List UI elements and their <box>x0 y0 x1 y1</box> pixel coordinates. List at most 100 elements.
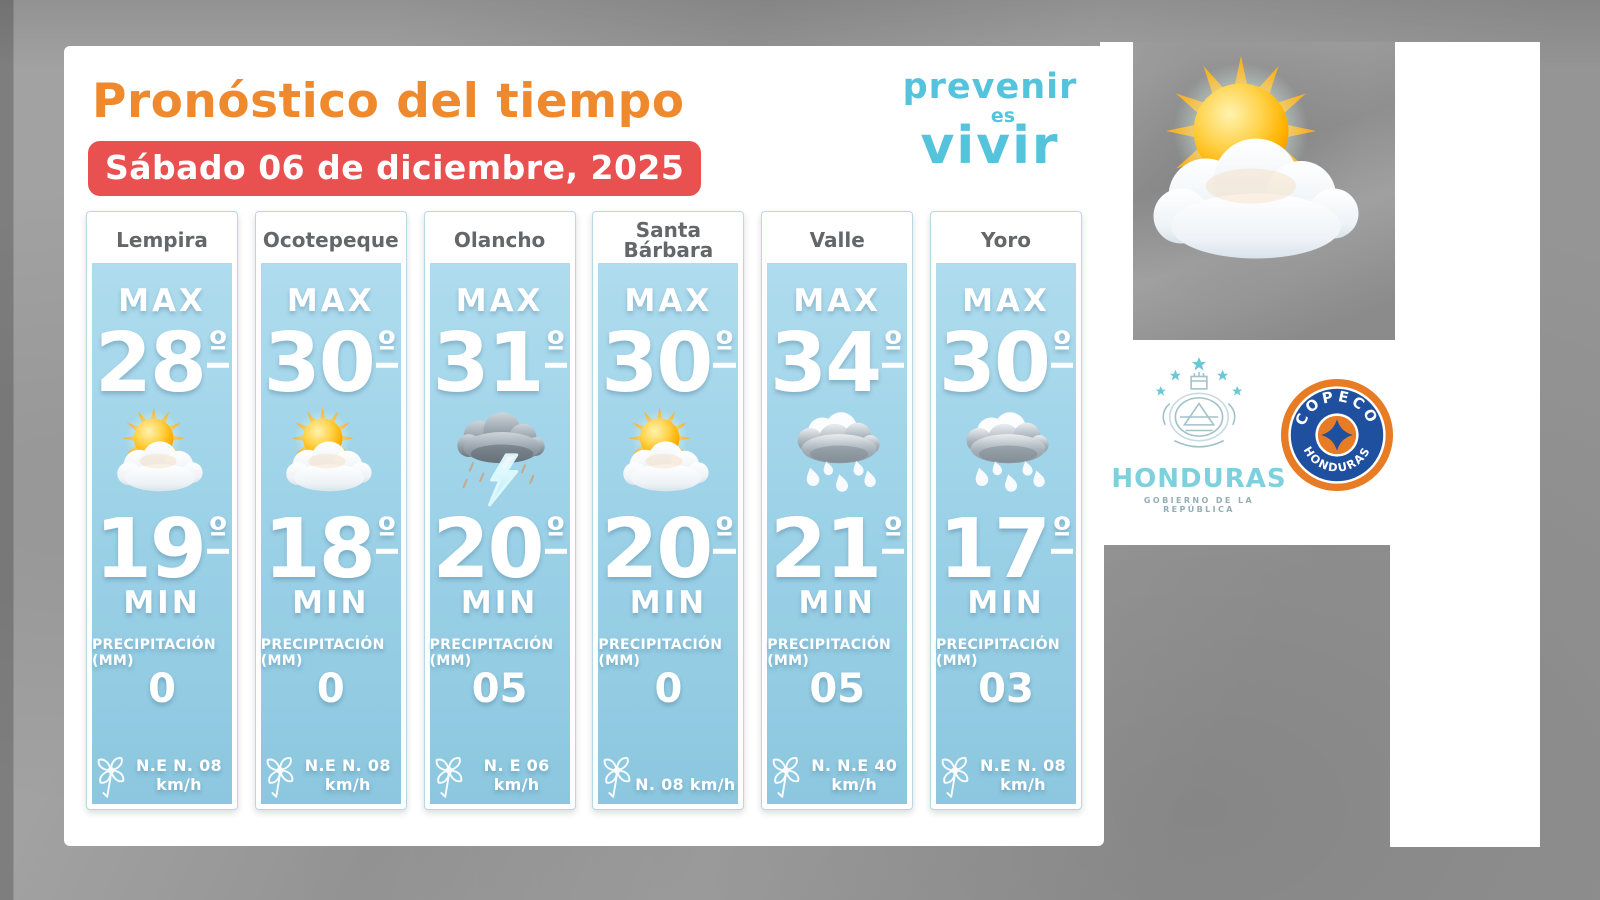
wind-text: N.E N. 08 km/h <box>304 756 391 794</box>
degree-symbol: º <box>544 513 567 554</box>
degree-symbol: º <box>713 327 736 368</box>
min-label: MIN <box>292 584 370 621</box>
precipitation-value: 05 <box>809 665 866 712</box>
max-temp: 30 º <box>601 316 736 411</box>
max-label: MAX <box>286 283 375 319</box>
max-temp: 30 º <box>938 316 1074 411</box>
wind-row: N.E N. 08 km/h <box>92 754 232 800</box>
precipitation-value: 0 <box>316 665 345 712</box>
min-temp: 21 º <box>770 501 905 597</box>
pinwheel-icon <box>769 754 803 800</box>
forecast-card-lempira: Lempira MAX 28 º 19 º MIN PRECIPITACIÓN (M… <box>86 211 238 810</box>
max-label: MAX <box>962 283 1050 319</box>
degree-symbol: º <box>882 513 905 554</box>
wind-row: N. N.E 40 km/h <box>767 754 907 800</box>
pinwheel-icon <box>94 754 128 800</box>
forecast-card-valle: Valle MAX 34 º 21 º MIN PRECIPITACIÓN (MM)… <box>761 211 914 810</box>
max-temp: 28 º <box>94 316 230 411</box>
pinwheel-icon <box>938 754 972 800</box>
precipitation-value: 03 <box>978 665 1034 712</box>
precipitation-label: PRECIPITACIÓN (MM) <box>92 636 216 669</box>
min-temp: 19 º <box>94 501 230 597</box>
precipitation-label: PRECIPITACIÓN (MM) <box>429 636 554 669</box>
brand-line-prevenir: prevenir <box>902 67 1078 107</box>
department-name: Yoro <box>980 227 1031 252</box>
prevenir-es-vivir-logo: prevenir es vivir <box>900 67 1080 176</box>
honduras-government-logo: HONDURAS GOBIERNO DE LA REPÚBLICA <box>1108 354 1290 514</box>
degree-symbol: º <box>206 513 230 554</box>
date-badge: Sábado 06 de diciembre, 2025 <box>88 141 702 196</box>
pinwheel-icon <box>263 754 297 800</box>
forecast-card-santa-barbara: Santa Bárbara MAX 30 º 20 º MIN PRECIPITAC… <box>592 211 745 810</box>
wind-row: N.E N. 08 km/h <box>261 754 401 800</box>
precipitation-value: 0 <box>654 665 683 712</box>
max-temp: 31 º <box>432 316 567 411</box>
wind-text: N. E 06 km/h <box>483 756 550 794</box>
precipitation-label: PRECIPITACIÓN (MM) <box>935 636 1060 669</box>
degree-symbol: º <box>206 327 230 368</box>
min-label: MIN <box>629 584 708 621</box>
min-label: MIN <box>798 584 876 621</box>
department-name: Ocotepeque <box>262 227 399 252</box>
forecast-columns: Lempira MAX 28 º 19 º MIN PRECIPITACIÓN (M… <box>86 211 1082 811</box>
degree-symbol: º <box>544 327 567 368</box>
right-white-bar <box>1390 545 1540 847</box>
forecast-card-ocotepeque: Ocotepeque MAX 30 º 18 º MIN PRECIPITACIÓN… <box>254 211 407 810</box>
brand-line-vivir: vivir <box>920 116 1060 176</box>
main-panel: Pronóstico del tiempo Sábado 06 de dicie… <box>64 46 1104 846</box>
max-temp: 34 º <box>770 316 905 411</box>
min-label: MIN <box>460 584 539 621</box>
degree-symbol: º <box>713 513 736 554</box>
pinwheel-icon <box>432 754 466 800</box>
precipitation-label: PRECIPITACIÓN (MM) <box>598 636 723 669</box>
wind-row: N. E 06 km/h <box>430 754 570 800</box>
wind-row: N. 08 km/h <box>598 754 738 800</box>
degree-symbol: º <box>882 327 905 368</box>
rain-cloud-icon <box>773 405 901 509</box>
forecast-card-yoro: Yoro MAX 30 º 17 º MIN PRECIPITACIÓN (MM) … <box>929 211 1082 810</box>
wind-text: N. N.E 40 km/h <box>811 756 898 794</box>
min-label: MIN <box>967 584 1045 621</box>
min-label: MIN <box>123 584 201 621</box>
min-temp: 20 º <box>432 501 567 597</box>
sun-cloud-icon <box>98 405 226 509</box>
forecast-card-olancho: Olancho MAX 31 º 20 º MIN PRECIPITACIÓN (M… <box>423 211 576 810</box>
honduras-logo-text: HONDURAS <box>1111 464 1287 494</box>
min-temp: 18 º <box>263 501 398 597</box>
max-label: MAX <box>455 283 544 319</box>
department-name: Olancho <box>453 227 546 252</box>
degree-symbol: º <box>1050 327 1074 368</box>
brand-line-es: es <box>990 105 1016 127</box>
honduras-logo-subtitle: GOBIERNO DE LA REPÚBLICA <box>1143 496 1255 514</box>
max-label: MAX <box>793 283 882 319</box>
wind-text: N.E N. 08 km/h <box>136 756 222 794</box>
precipitation-value: 0 <box>148 665 176 712</box>
storm-cloud-lightning-icon <box>436 405 564 509</box>
degree-symbol: º <box>375 327 398 368</box>
page-title: Pronóstico del tiempo <box>92 74 685 129</box>
precipitation-value: 05 <box>471 665 528 712</box>
pinwheel-icon <box>600 754 634 800</box>
precipitation-label: PRECIPITACIÓN (MM) <box>767 636 892 669</box>
copeco-logo: COPECO HONDURAS <box>1280 378 1394 492</box>
degree-symbol: º <box>1050 513 1074 554</box>
max-label: MAX <box>118 283 206 319</box>
sun-cloud-photo <box>1133 42 1395 340</box>
department-name: Lempira <box>116 227 208 252</box>
department-name: Valle <box>809 227 865 252</box>
max-label: MAX <box>624 283 713 319</box>
precipitation-label: PRECIPITACIÓN (MM) <box>260 636 385 669</box>
wind-text: N. 08 km/h <box>635 775 736 794</box>
right-panel: HONDURAS GOBIERNO DE LA REPÚBLICA COPECO… <box>1100 42 1540 545</box>
wind-row: N.E N. 08 km/h <box>936 754 1076 800</box>
department-name: Santa Bárbara <box>623 217 714 262</box>
max-temp: 30 º <box>263 316 398 411</box>
rain-cloud-icon <box>942 405 1070 509</box>
sun-cloud-icon <box>604 405 732 509</box>
degree-symbol: º <box>375 513 398 554</box>
min-temp: 20 º <box>601 501 736 597</box>
honduras-coat-of-arms-icon <box>1155 357 1243 448</box>
sun-cloud-icon <box>267 405 395 509</box>
wind-text: N.E N. 08 km/h <box>979 756 1066 794</box>
